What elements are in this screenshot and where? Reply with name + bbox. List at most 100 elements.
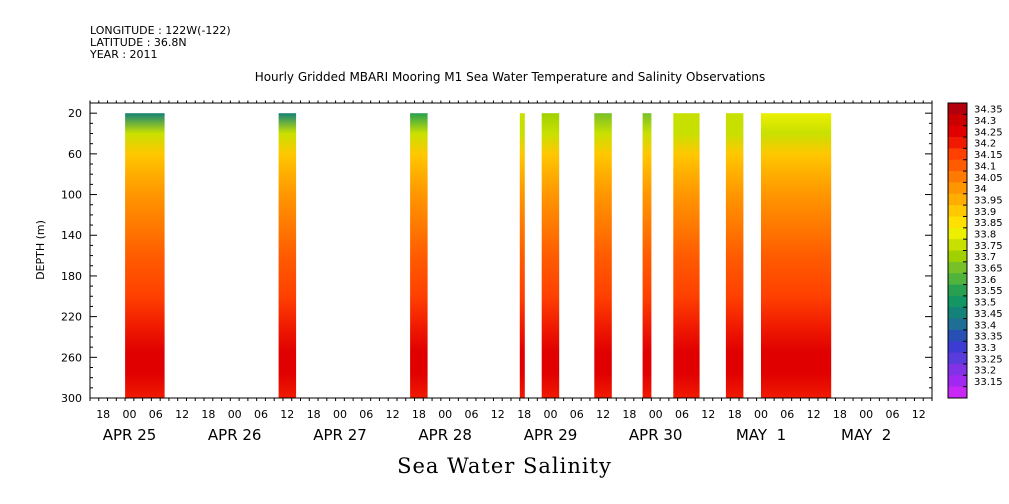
colorbar-swatch [948, 307, 967, 319]
chart-subtitle: Sea Water Salinity [397, 454, 612, 478]
colorbar-swatch [948, 284, 967, 297]
x-hour-tick-label: 18 [201, 408, 215, 421]
x-hour-tick-label: 00 [333, 408, 347, 421]
colorbar-swatch [948, 352, 967, 365]
colorbar-swatch [948, 216, 967, 229]
x-hour-tick-label: 06 [254, 408, 268, 421]
x-hour-tick-label: 00 [228, 408, 242, 421]
data-segment [278, 113, 297, 398]
data-segment [673, 113, 700, 398]
colorbar-swatch [948, 341, 967, 354]
x-hour-tick-label: 06 [570, 408, 584, 421]
colorbar-swatch [948, 261, 967, 274]
colorbar-swatch [948, 137, 967, 149]
year-label: YEAR : 2011 [90, 48, 158, 61]
x-hour-tick-label: 18 [307, 408, 321, 421]
x-day-label: MAY 1 [736, 426, 786, 444]
colorbar-label: 33.65 [974, 264, 1003, 275]
colorbar-label: 33.75 [974, 241, 1003, 252]
colorbar-swatch [948, 159, 967, 172]
x-hour-tick-label: 18 [622, 408, 636, 421]
colorbar-swatch [948, 103, 967, 115]
colorbar-swatch [948, 125, 967, 138]
colorbar-label: 34 [974, 184, 987, 195]
x-hour-tick-label: 12 [491, 408, 505, 421]
colorbar-label: 33.15 [974, 377, 1003, 388]
y-tick-label: 260 [61, 351, 82, 364]
y-tick-label: 100 [61, 189, 82, 202]
x-hour-tick-label: 00 [754, 408, 768, 421]
x-hour-tick-label: 00 [544, 408, 558, 421]
y-axis-label: DEPTH (m) [34, 220, 47, 280]
x-hour-tick-label: 00 [649, 408, 663, 421]
x-hour-tick-label: 18 [412, 408, 426, 421]
colorbar-label: 33.8 [974, 230, 996, 241]
colorbar-label: 33.7 [974, 252, 996, 263]
x-hour-tick-label: 06 [886, 408, 900, 421]
x-hour-tick-label: 12 [280, 408, 294, 421]
x-day-label: APR 25 [103, 426, 157, 444]
x-hour-tick-label: 06 [780, 408, 794, 421]
colorbar-label: 34.2 [974, 139, 996, 150]
x-hour-tick-label: 06 [675, 408, 689, 421]
colorbar-swatch [948, 318, 967, 331]
colorbar-swatch [948, 193, 967, 206]
x-hour-tick-label: 18 [517, 408, 531, 421]
x-day-label: APR 30 [629, 426, 683, 444]
colorbar-label: 34.35 [974, 105, 1003, 116]
y-tick-label: 140 [61, 229, 82, 242]
x-day-label: APR 27 [313, 426, 367, 444]
x-hour-tick-label: 06 [359, 408, 373, 421]
colorbar-swatch [948, 227, 967, 240]
y-tick-label: 20 [68, 107, 82, 120]
x-hour-tick-label: 06 [465, 408, 479, 421]
colorbar-label: 33.5 [974, 298, 996, 309]
colorbar-swatch [948, 250, 967, 263]
data-segment [642, 113, 652, 398]
x-hour-tick-label: 12 [912, 408, 926, 421]
colorbar-label: 33.4 [974, 320, 996, 331]
x-hour-tick-label: 12 [807, 408, 821, 421]
y-tick-label: 220 [61, 311, 82, 324]
y-tick-label: 300 [61, 392, 82, 405]
colorbar-swatch [948, 171, 967, 183]
colorbar-label: 33.45 [974, 309, 1003, 320]
x-hour-tick-label: 00 [859, 408, 873, 421]
x-hour-tick-label: 06 [149, 408, 163, 421]
data-segment [519, 113, 525, 398]
data-segment [125, 113, 165, 398]
latitude-label: LATITUDE : 36.8N [90, 36, 187, 49]
colorbar-swatch [948, 148, 967, 161]
colorbar-swatch [948, 375, 967, 388]
colorbar-label: 34.1 [974, 161, 996, 172]
x-day-label: APR 29 [524, 426, 578, 444]
x-hour-tick-label: 00 [123, 408, 137, 421]
colorbar-label: 34.15 [974, 150, 1003, 161]
x-hour-tick-label: 18 [833, 408, 847, 421]
x-hour-tick-label: 00 [438, 408, 452, 421]
longitude-label: LONGITUDE : 122W(-122) [90, 24, 231, 37]
plot-data-layer [125, 113, 832, 398]
colorbar-swatch [948, 386, 967, 399]
colorbar-swatch [948, 363, 967, 376]
data-segment [725, 113, 744, 398]
colorbar-swatch [948, 205, 967, 217]
colorbar-swatch [948, 295, 967, 308]
colorbar-swatch [948, 273, 967, 285]
axes-layer: 20 60 100 140 180 220 260 300 18 00 06 12 18 00 06 12 18… [61, 100, 933, 444]
colorbar-label: 33.55 [974, 286, 1003, 297]
colorbar-label: 33.2 [974, 366, 996, 377]
data-segment [761, 113, 832, 398]
colorbar-label: 33.35 [974, 332, 1003, 343]
colorbar-swatch [948, 329, 967, 342]
colorbar-label: 33.9 [974, 207, 996, 218]
y-tick-label: 180 [61, 270, 82, 283]
chart-title: Hourly Gridded MBARI Mooring M1 Sea Wate… [254, 70, 766, 84]
x-hour-tick-label: 18 [96, 408, 110, 421]
x-day-label: APR 28 [418, 426, 472, 444]
x-hour-tick-label: 12 [386, 408, 400, 421]
colorbar-label: 33.95 [974, 195, 1003, 206]
colorbar-label: 33.3 [974, 343, 996, 354]
data-segment [594, 113, 612, 398]
